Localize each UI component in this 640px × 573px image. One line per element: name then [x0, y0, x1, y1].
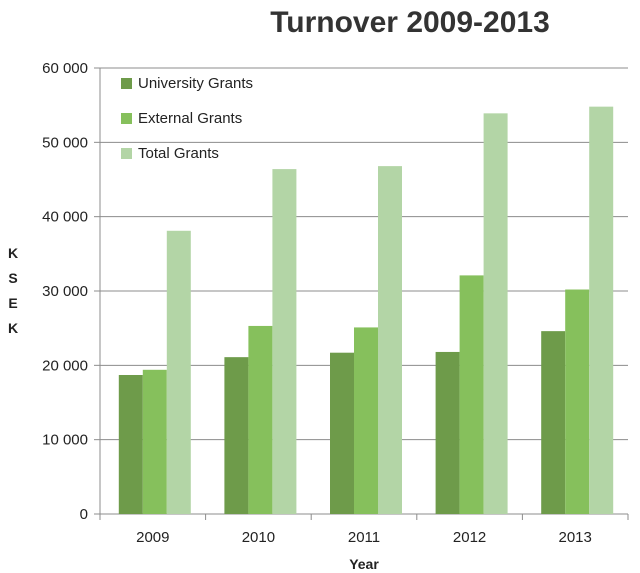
- legend-swatch: [121, 113, 132, 124]
- bar-external-grants-2013: [565, 289, 590, 514]
- bar-total-grants-2011: [378, 166, 402, 514]
- bar-external-grants-2012: [459, 275, 484, 514]
- bar-external-grants-2011: [354, 327, 378, 514]
- bar-external-grants-2010: [248, 325, 273, 514]
- y-tick-label: 20 000: [42, 357, 88, 374]
- bar-total-grants-2013: [589, 106, 614, 515]
- bar-university-grants-2009: [118, 374, 143, 514]
- x-tick-label: 2009: [136, 529, 169, 546]
- legend-swatch: [121, 78, 132, 89]
- bar-university-grants-2012: [435, 351, 460, 514]
- legend-label: External Grants: [138, 110, 242, 127]
- x-tick-label: 2012: [453, 529, 486, 546]
- y-tick-label: 40 000: [42, 209, 88, 226]
- bar-total-grants-2010: [272, 169, 297, 515]
- y-tick-label: 10 000: [42, 432, 88, 449]
- x-tick-label: 2010: [242, 529, 275, 546]
- y-tick-label: 30 000: [42, 283, 88, 300]
- x-tick-label: 2011: [348, 529, 380, 546]
- legend-swatch: [121, 148, 132, 159]
- legend-label: University Grants: [138, 75, 253, 92]
- bar-university-grants-2013: [541, 331, 566, 514]
- x-axis-title: Year: [349, 556, 379, 572]
- chart-title: Turnover 2009-2013: [270, 6, 550, 39]
- bar-external-grants-2009: [142, 369, 167, 514]
- legend-label: Total Grants: [138, 145, 219, 162]
- y-tick-label: 0: [80, 506, 88, 523]
- x-tick-label: 2013: [559, 529, 592, 546]
- bar-total-grants-2009: [166, 230, 191, 515]
- y-tick-label: 60 000: [42, 60, 88, 77]
- y-tick-label: 50 000: [42, 134, 88, 151]
- bar-university-grants-2011: [330, 352, 354, 514]
- bar-university-grants-2010: [224, 357, 249, 514]
- bar-total-grants-2012: [483, 113, 508, 515]
